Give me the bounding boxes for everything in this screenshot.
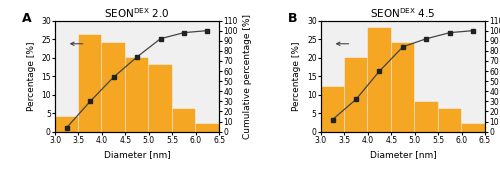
Y-axis label: Cumulative percentage [%]: Cumulative percentage [%] bbox=[244, 14, 252, 139]
Bar bbox=[438, 109, 461, 132]
Bar bbox=[415, 102, 438, 132]
Bar bbox=[392, 43, 414, 132]
Bar bbox=[79, 35, 102, 132]
Bar bbox=[322, 87, 344, 132]
Bar bbox=[126, 58, 148, 132]
X-axis label: Diameter [nm]: Diameter [nm] bbox=[370, 150, 436, 159]
Y-axis label: Percentage [%]: Percentage [%] bbox=[26, 41, 36, 111]
Text: B: B bbox=[288, 12, 298, 25]
Bar bbox=[172, 109, 195, 132]
X-axis label: Diameter [nm]: Diameter [nm] bbox=[104, 150, 170, 159]
Bar bbox=[150, 65, 172, 132]
Bar bbox=[102, 43, 125, 132]
Bar bbox=[345, 58, 368, 132]
Bar bbox=[196, 124, 218, 132]
Text: A: A bbox=[22, 12, 32, 25]
Title: SEON$^{\mathregular{DEX}}$ 2.0: SEON$^{\mathregular{DEX}}$ 2.0 bbox=[104, 6, 170, 20]
Bar bbox=[462, 124, 484, 132]
Title: SEON$^{\mathregular{DEX}}$ 4.5: SEON$^{\mathregular{DEX}}$ 4.5 bbox=[370, 6, 436, 20]
Bar bbox=[56, 117, 78, 132]
Bar bbox=[368, 28, 390, 132]
Y-axis label: Percentage [%]: Percentage [%] bbox=[292, 41, 302, 111]
